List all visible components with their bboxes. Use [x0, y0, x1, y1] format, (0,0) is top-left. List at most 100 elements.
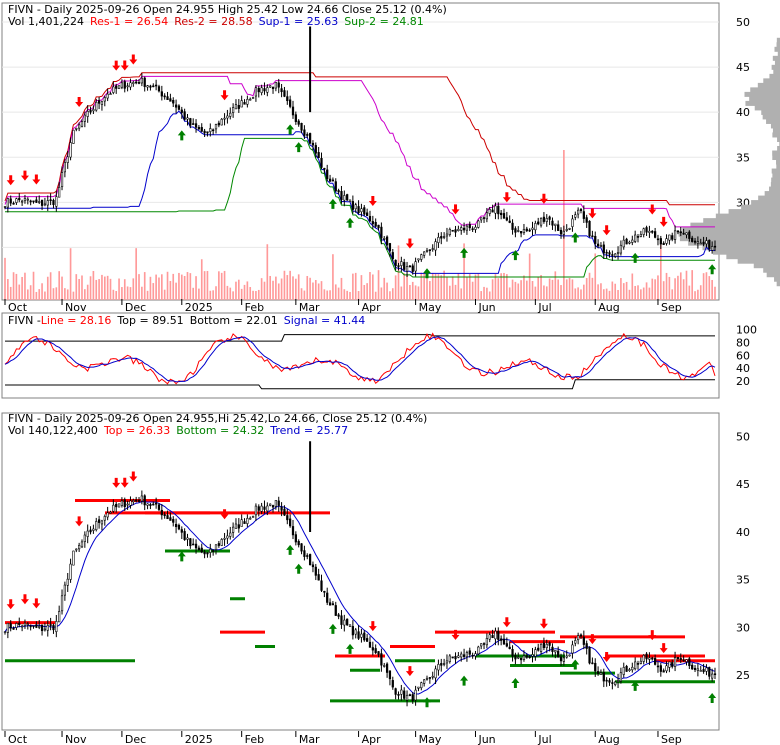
- candle-body: [308, 554, 312, 566]
- volume-bar: [540, 275, 542, 300]
- candle-body: [126, 85, 129, 88]
- candle-body: [691, 664, 694, 670]
- candle-body: [343, 195, 346, 201]
- candle-body: [220, 118, 223, 126]
- candle-body: [291, 526, 295, 536]
- candle-body: [611, 682, 614, 684]
- candle-body: [534, 649, 537, 657]
- candle-body: [60, 172, 64, 188]
- candle-body: [103, 97, 106, 102]
- candle-body: [231, 526, 235, 533]
- sup2-line: [5, 137, 715, 278]
- candle-body: [117, 503, 121, 508]
- candle-body: [240, 519, 243, 527]
- candle-body: [651, 230, 654, 233]
- volume-bar: [645, 282, 648, 300]
- candle-body: [482, 643, 486, 645]
- candle-body: [115, 503, 118, 508]
- candle-body: [454, 655, 457, 660]
- candle-body: [172, 100, 175, 104]
- profile-bar: [776, 37, 780, 43]
- candle-body: [500, 638, 503, 641]
- sell-arrow: [588, 208, 597, 219]
- profile-bar: [772, 55, 780, 61]
- candle-body: [431, 675, 434, 678]
- candle-body: [562, 230, 565, 235]
- profile-bar: [772, 127, 780, 133]
- buy-arrow-3: [346, 643, 355, 654]
- profile-bar: [737, 258, 780, 264]
- candle-body: [451, 656, 454, 659]
- candle-body: [120, 82, 124, 88]
- candle-body: [140, 77, 143, 84]
- volume-bar: [75, 274, 78, 300]
- candle-body: [699, 670, 702, 672]
- x-label-3: Apr: [362, 733, 382, 745]
- candle-body: [86, 111, 89, 117]
- candle-body: [166, 515, 169, 520]
- y-tick-label-2: 80: [736, 336, 750, 349]
- volume-bar: [64, 288, 66, 300]
- profile-bar: [774, 276, 780, 282]
- candle-body: [174, 523, 178, 528]
- volume-bar: [4, 257, 6, 300]
- candle-body: [437, 664, 440, 671]
- sell-arrow: [502, 192, 511, 203]
- candle-body: [46, 625, 49, 631]
- sell-arrow: [129, 54, 138, 65]
- candle-body: [448, 229, 451, 235]
- candle-body: [294, 534, 297, 543]
- candle-body: [676, 657, 680, 659]
- candle-body: [522, 655, 526, 660]
- candle-body: [505, 643, 508, 647]
- profile-bar: [751, 200, 780, 206]
- volume-bar: [61, 276, 63, 300]
- volume-bar: [585, 278, 588, 300]
- candle-body: [109, 512, 112, 514]
- candle-body: [485, 638, 489, 646]
- volume-bar: [292, 276, 294, 300]
- candle-body: [189, 118, 192, 126]
- candle-body: [705, 667, 708, 672]
- volume-bar: [634, 285, 636, 300]
- candle-body: [223, 117, 226, 120]
- candle-body: [291, 106, 295, 116]
- candle-body: [616, 252, 620, 254]
- volume-bar: [451, 276, 454, 300]
- candle-body: [58, 611, 61, 623]
- volume-bar: [340, 277, 343, 300]
- volume-bar: [9, 286, 12, 300]
- candle-body: [525, 228, 528, 232]
- x-label-1: Nov: [65, 301, 87, 314]
- profile-bar: [772, 155, 780, 161]
- sell-arrow-3: [120, 477, 129, 488]
- profile-bar: [771, 168, 780, 174]
- profile-bar: [758, 195, 780, 201]
- volume-bar: [369, 272, 371, 300]
- volume-bar: [272, 280, 274, 300]
- panel-frame-3: [1, 412, 720, 731]
- candle-body: [163, 514, 166, 516]
- candle-body: [431, 248, 434, 250]
- y-tick-label-2: 60: [736, 349, 750, 362]
- volume-bar: [152, 283, 155, 300]
- volume-bar: [682, 279, 685, 300]
- candle-body: [508, 220, 511, 223]
- volume-bar: [149, 276, 152, 300]
- candle-body: [665, 665, 668, 672]
- volume-bar: [32, 271, 35, 300]
- volume-bar: [577, 287, 579, 300]
- candle-body: [340, 615, 343, 625]
- volume-bar: [135, 248, 137, 300]
- candle-body: [75, 548, 78, 551]
- volume-bar: [303, 290, 306, 300]
- candle-body: [445, 233, 449, 237]
- candle-body: [622, 239, 625, 248]
- volume-bar: [580, 289, 582, 300]
- candle-body: [306, 134, 309, 136]
- volume-bar: [257, 289, 260, 300]
- volume-bar: [243, 284, 246, 300]
- candle-body: [622, 667, 625, 675]
- candle-body: [708, 667, 711, 677]
- volume-bar: [657, 275, 659, 300]
